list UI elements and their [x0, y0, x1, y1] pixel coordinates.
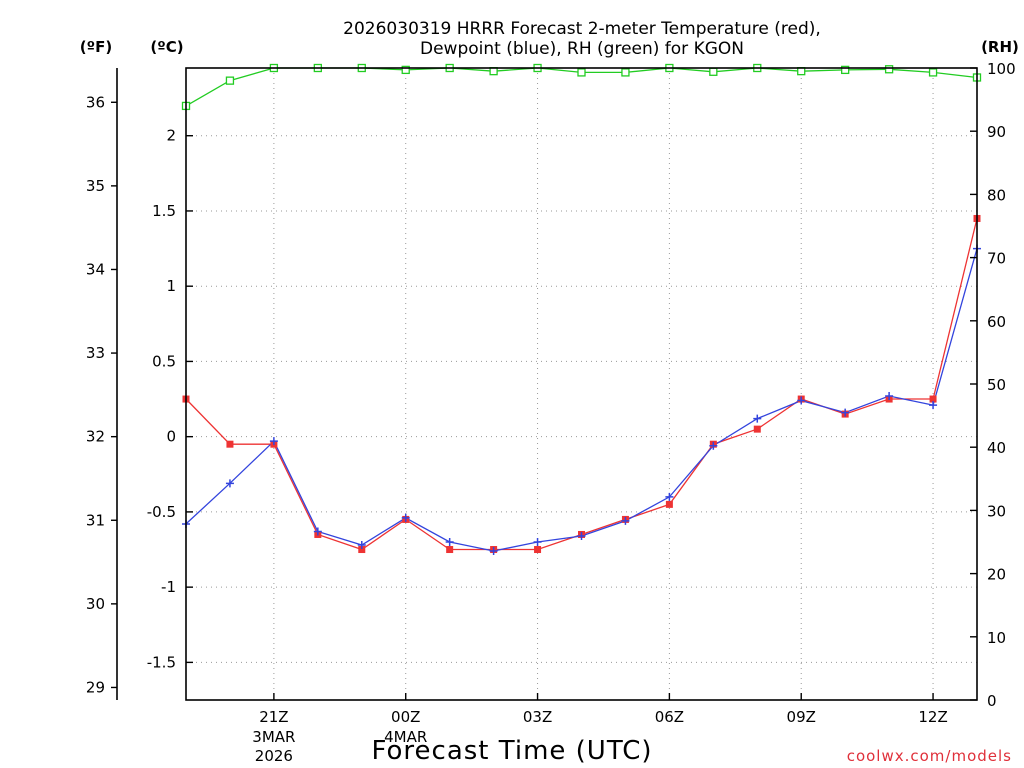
chart-title-line2: Dewpoint (blue), RH (green) for KGON: [420, 39, 744, 59]
chart-title-line1: 2026030319 HRRR Forecast 2-meter Tempera…: [343, 19, 821, 39]
dewpoint-point: [269, 437, 278, 446]
rh-tick-label: 40: [987, 439, 1006, 457]
fahrenheit-tick-label: 30: [86, 595, 105, 613]
celsius-tick-label: 0: [166, 428, 176, 446]
temperature-point: [226, 440, 234, 448]
x-tick-label: 03Z: [523, 708, 552, 726]
rh-tick-label: 60: [987, 313, 1006, 331]
rh-tick-label: 100: [987, 60, 1016, 78]
rh-point: [709, 67, 718, 76]
rh-point: [841, 65, 850, 75]
dewpoint-line: [185, 248, 978, 552]
dewpoint-point: [225, 479, 234, 488]
x-tick-year-label: 2026: [255, 747, 293, 765]
dewpoint-point: [885, 392, 894, 401]
rh-tick-label: 10: [987, 629, 1006, 647]
temperature-point: [358, 546, 366, 554]
x-axis-label: Forecast Time (UTC): [371, 736, 652, 766]
rh-tick-label: 70: [987, 250, 1006, 268]
fahrenheit-tick-label: 35: [86, 177, 105, 195]
x-tick-label: 06Z: [655, 708, 684, 726]
celsius-tick-label: 0.5: [152, 352, 176, 370]
x-tick-label: 12Z: [918, 708, 947, 726]
dewpoint-point: [533, 538, 542, 546]
celsius-tick-label: 2: [166, 127, 176, 145]
fahrenheit-tick-label: 29: [86, 678, 105, 696]
dewpoint-point: [621, 516, 630, 525]
dewpoint-point: [665, 492, 674, 501]
temperature-point: [929, 395, 937, 403]
rh-tick-label: 30: [987, 502, 1006, 520]
temperature-line: [185, 218, 978, 551]
temperature-point: [446, 546, 454, 554]
celsius-tick-label: -0.5: [147, 503, 176, 521]
dewpoint-point: [797, 396, 806, 405]
fahrenheit-tick-label: 33: [86, 344, 105, 362]
dewpoint-point: [753, 414, 762, 423]
grid-layer: [186, 68, 977, 700]
rh-point: [621, 68, 630, 77]
rh-tick-label: 90: [987, 123, 1006, 141]
x-tick-label: 09Z: [787, 708, 816, 726]
dewpoint-point: [489, 547, 498, 556]
plot-frame: [185, 67, 978, 701]
rh-tick-label: 50: [987, 376, 1006, 394]
x-tick-date-label: 3MAR: [252, 728, 295, 746]
x-tick-label: 00Z: [391, 708, 420, 726]
tick-label-layer: 21.510.50-0.5-1-1.5363534333231302910090…: [86, 60, 1016, 765]
rh-point: [225, 76, 235, 85]
dewpoint-point: [577, 531, 586, 540]
dewpoint-point: [445, 538, 454, 546]
dewpoint-point: [841, 408, 850, 417]
temperature-point: [534, 546, 542, 554]
dewpoint-point: [401, 513, 410, 522]
fahrenheit-tick-label: 31: [86, 511, 105, 529]
axis-layer: [116, 67, 978, 701]
celsius-tick-label: -1.5: [147, 653, 176, 671]
celsius-tick-label: -1: [161, 578, 176, 596]
fahrenheit-tick-label: 34: [86, 260, 105, 278]
temperature-point: [753, 425, 761, 433]
rh-tick-label: 0: [987, 692, 997, 710]
series-layer: [181, 63, 982, 556]
watermark: coolwx.com/models: [847, 747, 1012, 765]
dewpoint-point: [313, 527, 322, 536]
celsius-tick-label: 1.5: [152, 202, 176, 220]
rh-point: [577, 68, 586, 77]
fahrenheit-tick-label: 32: [86, 428, 105, 446]
rh-point: [884, 65, 894, 74]
x-tick-label: 21Z: [259, 708, 288, 726]
x-tick-date-label: 4MAR: [384, 728, 427, 746]
rh-unit-label: (RH): [981, 38, 1019, 56]
dewpoint-point: [929, 401, 938, 410]
rh-point: [401, 65, 410, 75]
celsius-tick-label: 1: [166, 277, 176, 295]
dewpoint-point: [357, 541, 366, 550]
fahrenheit-unit-label: (ºF): [80, 38, 112, 56]
fahrenheit-tick-label: 36: [86, 93, 105, 111]
celsius-unit-label: (ºC): [150, 38, 183, 56]
rh-tick-label: 20: [987, 566, 1006, 584]
dewpoint-point: [709, 441, 718, 450]
rh-tick-label: 80: [987, 186, 1006, 204]
rh-point: [928, 68, 938, 77]
temperature-point: [665, 500, 673, 508]
